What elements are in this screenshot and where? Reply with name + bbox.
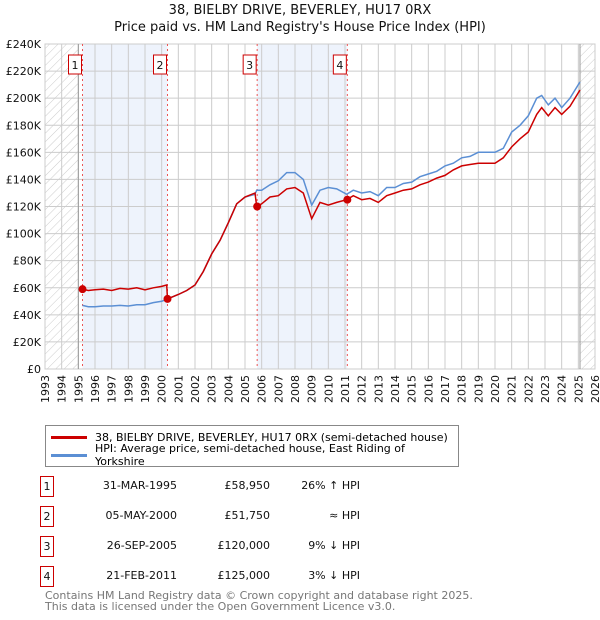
hpi-relation: 3% ↓ HPI [308, 569, 360, 582]
x-tick-label: 2018 [456, 375, 469, 403]
footer-copyright: Contains HM Land Registry data © Crown c… [45, 589, 473, 602]
sale-price: £125,000 [217, 569, 271, 582]
footer: Contains HM Land Registry data © Crown c… [45, 590, 473, 612]
y-tick-label: £200K [6, 92, 42, 105]
sale-price: £120,000 [217, 539, 271, 552]
sale-date: 21-FEB-2011 [106, 569, 177, 582]
chart-subtitle: Price paid vs. HM Land Registry's House … [114, 20, 486, 35]
sale-label-box [153, 54, 167, 75]
y-tick-label: £240K [6, 38, 42, 51]
x-tick-label: 2000 [156, 375, 169, 403]
sale-label: 3 [246, 59, 253, 72]
y-tick-label: £140K [6, 173, 42, 186]
x-tick-label: 1993 [39, 375, 52, 403]
x-tick-label: 2020 [489, 375, 502, 403]
hpi-relation: ≈ HPI [329, 509, 360, 522]
sale-point [343, 195, 352, 204]
x-tick-label: 2021 [506, 375, 519, 403]
legend-hpi: HPI: Average price, semi-detached house,… [95, 442, 405, 468]
x-tick-label: 2025 [572, 375, 585, 403]
x-tick-label: 2005 [239, 375, 252, 403]
hpi-line [82, 81, 581, 308]
x-tick-label: 2003 [206, 375, 219, 403]
sale-number-badge: 1 [40, 476, 54, 497]
y-tick-label: £220K [6, 65, 42, 78]
x-tick-label: 1997 [106, 375, 119, 403]
x-tick-label: 1998 [122, 375, 135, 403]
y-tick-label: £40K [13, 309, 42, 322]
x-tick-label: 2011 [339, 375, 352, 403]
hpi-relation: 9% ↓ HPI [308, 539, 360, 552]
legend-blue-line [51, 453, 87, 457]
sale-date: 26-SEP-2005 [106, 539, 177, 552]
x-tick-label: 1996 [89, 375, 102, 403]
legend: 38, BIELBY DRIVE, BEVERLEY, HU17 0RX (se… [45, 425, 459, 468]
sale-number-badge: 3 [40, 536, 54, 557]
sale-point [163, 294, 172, 303]
x-tick-label: 2009 [306, 375, 319, 403]
y-tick-label: £120K [6, 201, 42, 214]
x-tick-label: 2022 [522, 375, 535, 403]
y-tick-label: £80K [13, 255, 42, 268]
x-tick-label: 2013 [372, 375, 385, 403]
y-tick-label: £20K [13, 336, 42, 349]
x-tick-label: 2004 [222, 375, 235, 403]
x-tick-label: 1999 [139, 375, 152, 403]
y-tick-label: £160K [6, 146, 42, 159]
y-tick-label: £60K [13, 282, 42, 295]
sale-price: £51,750 [224, 509, 271, 522]
property-price-line [82, 89, 581, 300]
price-chart: 1 2 3 4 1993 1994 1995 1996 1997 1998 1999 2000 2001… [6, 38, 600, 403]
x-tick-label: 2019 [472, 375, 485, 403]
legend-property: 38, BIELBY DRIVE, BEVERLEY, HU17 0RX (se… [95, 430, 448, 444]
x-tick-label: 1995 [72, 375, 85, 403]
x-tick-label: 2026 [589, 375, 600, 403]
x-tick-label: 1994 [56, 375, 69, 403]
x-tick-label: 2010 [322, 375, 335, 403]
sale-point [78, 285, 87, 294]
x-tick-label: 2007 [272, 375, 285, 403]
x-tick-label: 2008 [289, 375, 302, 403]
sale-label-box [242, 54, 257, 75]
sale-price: £58,950 [224, 479, 271, 492]
x-tick-label: 2001 [172, 375, 185, 403]
x-tick-label: 2017 [439, 375, 452, 403]
x-tick-label: 2014 [389, 375, 402, 403]
sale-number-badge: 4 [40, 566, 54, 587]
y-tick-label: £180K [6, 119, 42, 132]
y-tick-label: £0 [27, 363, 41, 376]
footer-licence: This data is licensed under the Open Gov… [45, 600, 396, 613]
x-tick-label: 2024 [556, 375, 569, 403]
x-tick-label: 2015 [406, 375, 419, 403]
legend-red-line [51, 435, 87, 439]
x-tick-label: 2002 [189, 375, 202, 403]
sale-date: 05-MAY-2000 [105, 509, 177, 522]
sale-label: 2 [157, 59, 164, 72]
x-tick-label: 2006 [256, 375, 269, 403]
hpi-relation: 26% ↑ HPI [301, 479, 360, 492]
sale-number-badge: 2 [40, 506, 54, 527]
sale-label-box [332, 54, 347, 75]
sale-date: 31-MAR-1995 [102, 479, 177, 492]
x-tick-label: 2023 [539, 375, 552, 403]
chart-title: 38, BIELBY DRIVE, BEVERLEY, HU17 0RX [168, 3, 432, 18]
x-tick-label: 2016 [422, 375, 435, 403]
y-tick-label: £100K [6, 228, 42, 241]
x-tick-label: 2012 [356, 375, 369, 403]
sale-point [253, 202, 262, 211]
sale-label: 4 [336, 59, 343, 72]
sale-label: 1 [72, 59, 79, 72]
sale-label-box [68, 54, 82, 75]
